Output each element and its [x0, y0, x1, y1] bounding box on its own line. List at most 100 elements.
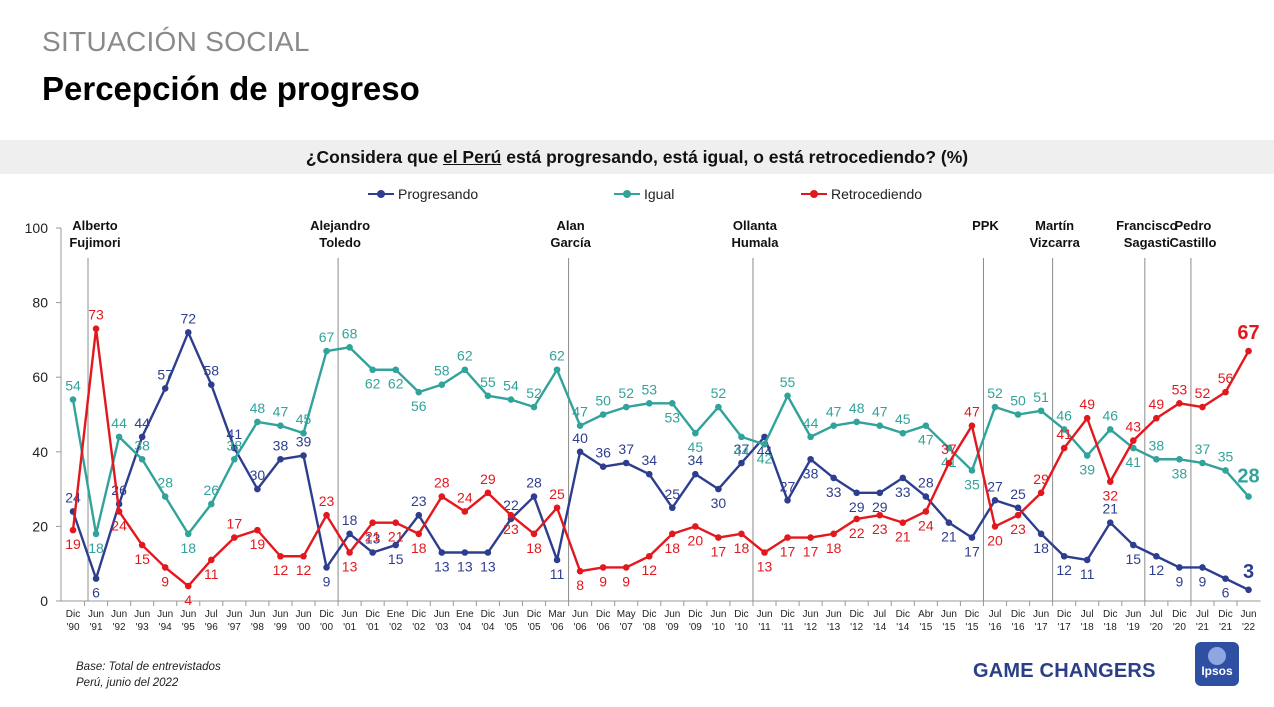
data-point-igual	[323, 347, 330, 355]
data-label-igual: 52	[526, 385, 542, 401]
ipsos-logo: Ipsos	[1195, 642, 1239, 686]
data-label-igual: 47	[918, 432, 934, 448]
data-label-igual: 38	[227, 437, 243, 453]
data-label-retrocediendo: 37	[941, 441, 957, 457]
x-tick-label: '21	[1196, 622, 1209, 633]
data-label-igual: 50	[1010, 393, 1026, 409]
data-label-progresando: 29	[872, 499, 888, 515]
data-label-igual: 28	[157, 475, 173, 491]
data-point-progresando	[853, 489, 860, 497]
data-point-progresando	[899, 474, 907, 482]
x-tick-label: '15	[919, 622, 932, 633]
x-tick-label: '01	[343, 622, 356, 633]
x-tick-label: '05	[504, 622, 517, 633]
period-label: Castillo	[1169, 235, 1216, 250]
period-label: Francisco	[1116, 218, 1177, 233]
data-label-retrocediendo: 23	[503, 521, 519, 537]
period-label: Vizcarra	[1029, 235, 1080, 250]
data-point-progresando	[715, 485, 722, 493]
data-point-retrocediendo	[1199, 403, 1206, 411]
x-tick-label: '12	[850, 622, 863, 633]
x-tick-label: '97	[228, 622, 241, 633]
data-label-igual: 41	[1126, 454, 1142, 470]
data-point-igual	[254, 418, 261, 426]
data-label-progresando: 57	[157, 366, 173, 382]
data-label-igual: 47	[826, 404, 842, 420]
x-tick-label: Dic	[412, 609, 426, 620]
data-label-retrocediendo: 22	[849, 525, 865, 541]
data-label-igual: 39	[1079, 462, 1095, 478]
data-label-igual: 44	[734, 443, 750, 459]
x-tick-label: '02	[389, 622, 402, 633]
data-point-retrocediendo	[161, 564, 169, 571]
data-point-progresando	[553, 556, 561, 564]
data-point-igual	[853, 418, 860, 426]
x-tick-label: Jun	[88, 609, 104, 620]
data-label-igual: 35	[964, 476, 980, 492]
data-label-retrocediendo: 52	[1195, 385, 1211, 401]
data-label-igual: 42	[757, 450, 773, 466]
chart-question: ¿Considera que el Perú está progresando,…	[0, 140, 1274, 174]
data-label-retrocediendo: 17	[780, 544, 796, 560]
data-label-retrocediendo: 20	[688, 532, 704, 548]
data-point-igual	[138, 455, 146, 463]
y-tick-label: 100	[25, 220, 49, 236]
y-tick-label: 20	[32, 518, 48, 534]
series-line-retrocediendo	[71, 327, 1250, 588]
data-point-retrocediendo	[507, 511, 515, 519]
data-point-progresando	[208, 381, 215, 388]
data-point-igual	[692, 429, 699, 437]
data-point-retrocediendo	[438, 493, 446, 500]
data-point-igual	[761, 441, 768, 448]
data-label-retrocediendo: 13	[757, 559, 773, 575]
data-label-retrocediendo: 18	[411, 540, 427, 556]
x-tick-label: '00	[320, 622, 333, 633]
data-point-retrocediendo	[899, 519, 907, 526]
data-point-progresando	[346, 530, 353, 538]
data-label-progresando: 3	[1243, 561, 1254, 583]
legend-line-icon	[801, 190, 827, 198]
data-label-progresando: 21	[941, 529, 957, 545]
data-point-progresando	[945, 519, 953, 526]
data-label-igual: 54	[503, 378, 519, 394]
data-label-igual: 54	[65, 378, 81, 394]
data-point-retrocediendo	[553, 504, 561, 512]
data-label-retrocediendo: 18	[734, 540, 750, 556]
data-point-retrocediendo	[1176, 400, 1183, 407]
x-tick-label: Dic	[849, 609, 863, 620]
data-point-retrocediendo	[1222, 388, 1229, 396]
data-label-progresando: 34	[641, 452, 657, 468]
y-tick-label: 60	[32, 369, 48, 385]
data-label-progresando: 34	[688, 452, 704, 468]
x-tick-label: Jun	[134, 609, 150, 620]
data-point-progresando	[968, 534, 976, 541]
data-label-progresando: 6	[1222, 585, 1230, 601]
x-tick-label: '00	[297, 622, 310, 633]
data-point-igual	[484, 392, 492, 400]
x-tick-label: '92	[113, 622, 126, 633]
data-label-progresando: 13	[434, 559, 450, 575]
data-point-igual	[161, 493, 169, 500]
x-tick-label: '10	[735, 622, 748, 633]
data-label-progresando: 9	[1176, 573, 1184, 589]
data-point-igual	[784, 392, 791, 400]
data-point-igual	[530, 403, 538, 411]
data-label-igual: 53	[641, 381, 657, 397]
data-label-progresando: 29	[849, 499, 865, 515]
data-label-igual: 26	[204, 482, 220, 498]
data-point-igual	[715, 403, 722, 411]
legend-line-icon	[614, 190, 640, 198]
data-label-retrocediendo: 43	[1126, 419, 1142, 435]
data-label-retrocediendo: 20	[987, 532, 1003, 548]
data-point-igual	[507, 396, 515, 403]
y-tick-label: 80	[32, 295, 48, 311]
data-label-progresando: 25	[1010, 486, 1026, 502]
x-tick-label: Jun	[342, 609, 358, 620]
x-tick-label: '91	[90, 622, 103, 633]
data-label-progresando: 27	[780, 478, 796, 494]
data-point-retrocediendo	[715, 534, 722, 541]
data-label-igual: 45	[296, 411, 312, 427]
x-tick-label: '04	[458, 622, 471, 633]
data-label-retrocediendo: 17	[803, 544, 819, 560]
x-tick-label: Dic	[642, 609, 656, 620]
